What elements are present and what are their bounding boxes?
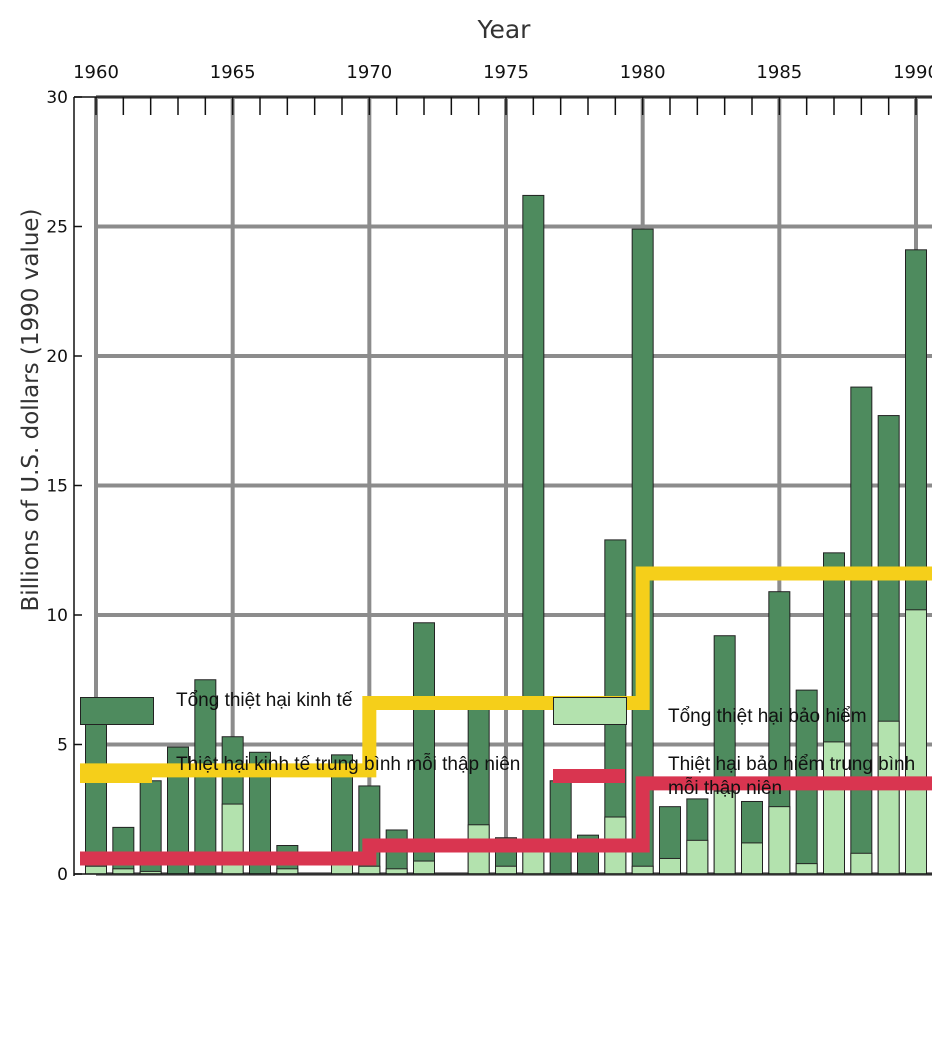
bar-insured <box>768 806 791 875</box>
bar-insured <box>276 868 299 875</box>
bar-economic <box>549 780 572 875</box>
legend-swatch-economic-avg <box>80 769 152 783</box>
y-tick-label: 0 <box>57 865 68 885</box>
x-tick-label: 1965 <box>210 62 256 83</box>
legend-label-economic: Tổng thiệt hại kinh tế <box>176 690 353 711</box>
bar-economic <box>413 622 435 875</box>
y-tick-label: 10 <box>46 606 68 626</box>
bar-insured <box>358 865 381 875</box>
bar-economic <box>112 826 135 875</box>
bar-insured <box>385 868 408 875</box>
x-tick-label: 1970 <box>346 62 392 83</box>
x-tick-label: 1985 <box>756 62 802 83</box>
bar-economic <box>85 718 107 875</box>
insured-average-step-line <box>80 776 932 866</box>
bar-insured <box>413 860 435 875</box>
bar-insured <box>713 790 736 875</box>
legend-swatch-economic <box>80 697 154 725</box>
x-tick-label: 1990 <box>893 62 932 83</box>
y-tick-label: 25 <box>46 218 68 238</box>
bar-insured <box>85 865 107 875</box>
bar-insured <box>112 868 135 875</box>
bar-insured <box>741 842 763 875</box>
y-tick-label: 30 <box>46 88 68 108</box>
legend-swatch-insured-avg <box>553 769 625 783</box>
y-tick-label: 20 <box>46 347 68 367</box>
bar-insured <box>495 865 517 875</box>
x-tick-label: 1980 <box>620 62 666 83</box>
x-tick-label: 1960 <box>73 62 119 83</box>
x-tick-label: 1975 <box>483 62 529 83</box>
legend-label-insured: Tổng thiệt hại bảo hiểm <box>668 706 867 727</box>
legend-label-insured-avg: Thiệt hại bảo hiểm trung bình mỗi thập n… <box>668 754 916 799</box>
bar-insured <box>905 609 927 875</box>
bar-insured <box>659 857 681 875</box>
legend-label-economic-avg: Thiệt hại kinh tế trung bình mỗi thập ni… <box>176 754 521 775</box>
y-axis-title: Billions of U.S. dollars (1990 value) <box>18 208 44 611</box>
bar-insured <box>686 839 709 875</box>
bar-insured <box>850 852 873 875</box>
bar-insured <box>631 865 654 875</box>
legend-swatch-insured <box>553 697 627 725</box>
x-axis-title: Year <box>477 15 532 44</box>
economic-average-step-line <box>80 566 932 778</box>
y-tick-label: 5 <box>57 736 68 756</box>
y-tick-label: 15 <box>46 477 68 497</box>
bar-insured <box>795 863 818 875</box>
decade-average-lines <box>80 566 932 866</box>
